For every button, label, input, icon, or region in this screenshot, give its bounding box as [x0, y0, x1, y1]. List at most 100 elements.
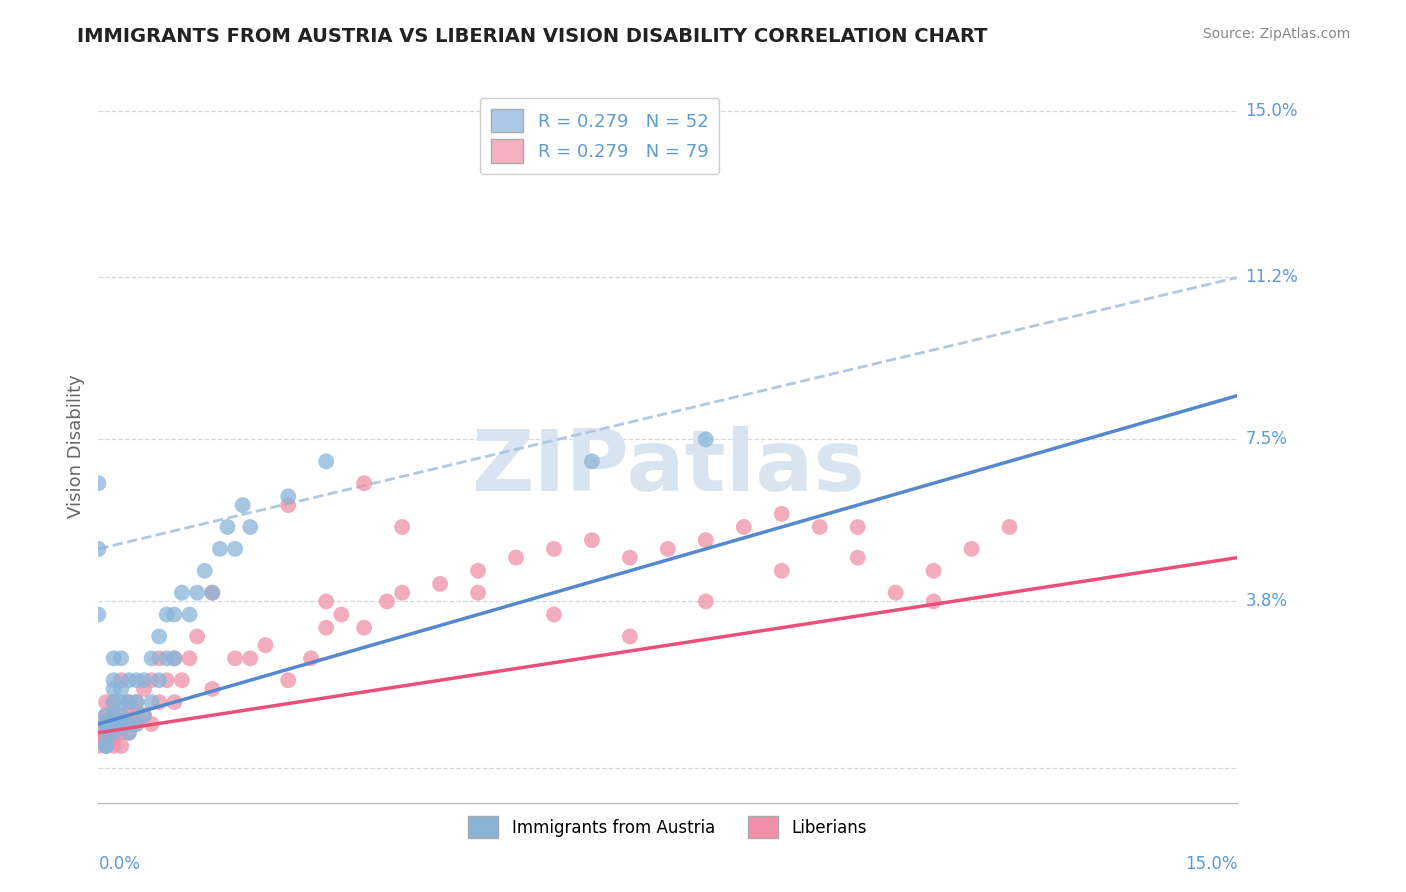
Point	[103, 681, 125, 696]
Point	[695, 594, 717, 608]
Point	[770, 507, 793, 521]
Text: 15.0%: 15.0%	[1246, 102, 1298, 120]
Point	[110, 717, 132, 731]
Point	[118, 717, 141, 731]
Point	[118, 725, 141, 739]
Point	[110, 725, 132, 739]
Text: 0.0%: 0.0%	[98, 855, 141, 873]
Y-axis label: Vision Disability: Vision Disability	[66, 374, 84, 518]
Point	[103, 708, 125, 723]
Point	[353, 621, 375, 635]
Point	[125, 717, 148, 731]
Point	[118, 695, 141, 709]
Point	[156, 651, 179, 665]
Text: IMMIGRANTS FROM AUSTRIA VS LIBERIAN VISION DISABILITY CORRELATION CHART: IMMIGRANTS FROM AUSTRIA VS LIBERIAN VISI…	[77, 27, 988, 45]
Point	[141, 695, 163, 709]
Point	[125, 708, 148, 723]
Point	[110, 673, 132, 688]
Point	[232, 498, 254, 512]
Point	[132, 681, 155, 696]
Point	[208, 541, 231, 556]
Point	[299, 651, 322, 665]
Point	[505, 550, 527, 565]
Point	[543, 607, 565, 622]
Point	[922, 594, 945, 608]
Text: 11.2%: 11.2%	[1246, 268, 1298, 286]
Point	[110, 708, 132, 723]
Point	[194, 564, 217, 578]
Point	[846, 550, 869, 565]
Point	[695, 433, 717, 447]
Point	[87, 717, 110, 731]
Point	[239, 651, 262, 665]
Point	[201, 585, 224, 599]
Point	[141, 717, 163, 731]
Point	[87, 725, 110, 739]
Point	[170, 673, 193, 688]
Point	[103, 708, 125, 723]
Point	[581, 454, 603, 468]
Point	[87, 541, 110, 556]
Point	[163, 651, 186, 665]
Text: ZIPatlas: ZIPatlas	[471, 425, 865, 509]
Point	[118, 695, 141, 709]
Point	[179, 651, 201, 665]
Point	[467, 585, 489, 599]
Point	[87, 730, 110, 744]
Point	[163, 695, 186, 709]
Point	[657, 541, 679, 556]
Point	[103, 725, 125, 739]
Point	[103, 651, 125, 665]
Point	[277, 498, 299, 512]
Point	[315, 594, 337, 608]
Point	[94, 730, 117, 744]
Point	[110, 681, 132, 696]
Point	[110, 651, 132, 665]
Point	[156, 607, 179, 622]
Point	[254, 638, 277, 652]
Point	[179, 607, 201, 622]
Point	[695, 533, 717, 548]
Point	[581, 533, 603, 548]
Point	[94, 725, 117, 739]
Point	[103, 717, 125, 731]
Point	[543, 541, 565, 556]
Point	[733, 520, 755, 534]
Point	[170, 585, 193, 599]
Point	[148, 629, 170, 643]
Point	[103, 673, 125, 688]
Point	[163, 607, 186, 622]
Point	[619, 629, 641, 643]
Point	[94, 717, 117, 731]
Point	[94, 708, 117, 723]
Point	[94, 739, 117, 753]
Point	[125, 695, 148, 709]
Point	[94, 739, 117, 753]
Point	[118, 708, 141, 723]
Point	[922, 564, 945, 578]
Point	[148, 695, 170, 709]
Point	[163, 651, 186, 665]
Point	[94, 717, 117, 731]
Point	[884, 585, 907, 599]
Point	[110, 717, 132, 731]
Point	[103, 725, 125, 739]
Point	[224, 541, 246, 556]
Point	[770, 564, 793, 578]
Point	[110, 695, 132, 709]
Point	[103, 695, 125, 709]
Point	[87, 476, 110, 491]
Point	[141, 673, 163, 688]
Point	[998, 520, 1021, 534]
Point	[148, 673, 170, 688]
Point	[391, 520, 413, 534]
Point	[808, 520, 831, 534]
Point	[619, 550, 641, 565]
Point	[239, 520, 262, 534]
Point	[201, 585, 224, 599]
Text: 15.0%: 15.0%	[1185, 855, 1237, 873]
Text: 7.5%: 7.5%	[1246, 431, 1288, 449]
Point	[353, 476, 375, 491]
Point	[103, 695, 125, 709]
Point	[960, 541, 983, 556]
